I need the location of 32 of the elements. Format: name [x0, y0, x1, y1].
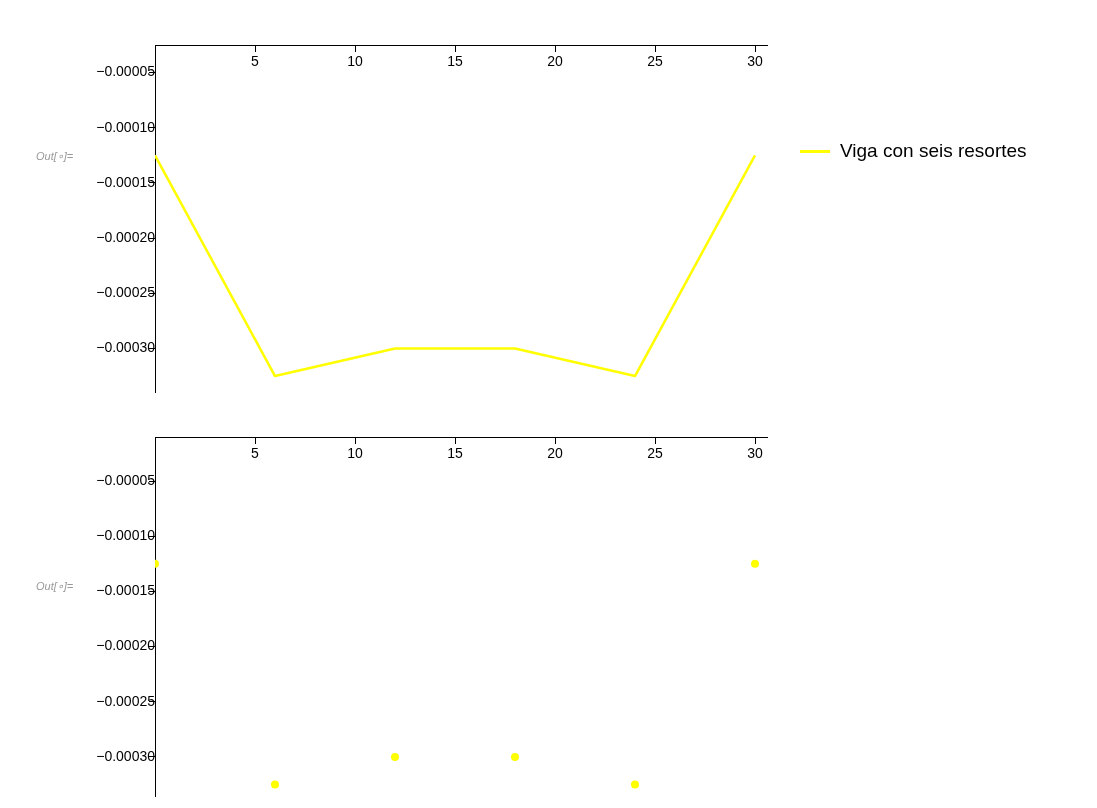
- y-tick-label: −0.00025: [96, 284, 156, 301]
- y-tick-label: −0.00025: [96, 692, 156, 709]
- y-tick-label: −0.00010: [96, 118, 156, 135]
- y-tick-label: −0.00005: [96, 63, 156, 80]
- x-tick-label: 5: [251, 445, 260, 462]
- y-tick-label: −0.00030: [96, 747, 156, 764]
- y-tick-label: −0.00020: [96, 228, 156, 245]
- y-tick-label: −0.00015: [96, 582, 156, 599]
- x-tick-label: 20: [547, 445, 563, 462]
- text: Out[∘]=: [36, 580, 74, 593]
- point: [511, 752, 519, 761]
- x-tick-label: 25: [647, 53, 663, 70]
- x-tick-label: 10: [347, 445, 363, 462]
- x-tick-label: 30: [747, 445, 763, 462]
- x-tick-label: 25: [647, 445, 663, 462]
- x-tick-label: 10: [347, 53, 363, 70]
- x-tick-label: 30: [747, 53, 763, 70]
- y-tick-label: −0.00030: [96, 339, 156, 356]
- x-tick-label: 15: [447, 53, 463, 70]
- point: [751, 559, 759, 568]
- y-tick-label: −0.00020: [96, 637, 156, 654]
- point: [391, 752, 399, 761]
- x-tick-label: 20: [547, 53, 563, 70]
- y-tick-label: −0.00010: [96, 527, 156, 544]
- text: Out[∘]=: [36, 150, 74, 163]
- x-tick-label: 15: [447, 445, 463, 462]
- point: [631, 780, 639, 789]
- legend-label: Viga con seis resortes: [840, 140, 1027, 162]
- y-tick-label: −0.00015: [96, 173, 156, 190]
- point: [271, 780, 279, 789]
- y-tick-label: −0.00005: [96, 471, 156, 488]
- x-tick-label: 5: [251, 53, 260, 70]
